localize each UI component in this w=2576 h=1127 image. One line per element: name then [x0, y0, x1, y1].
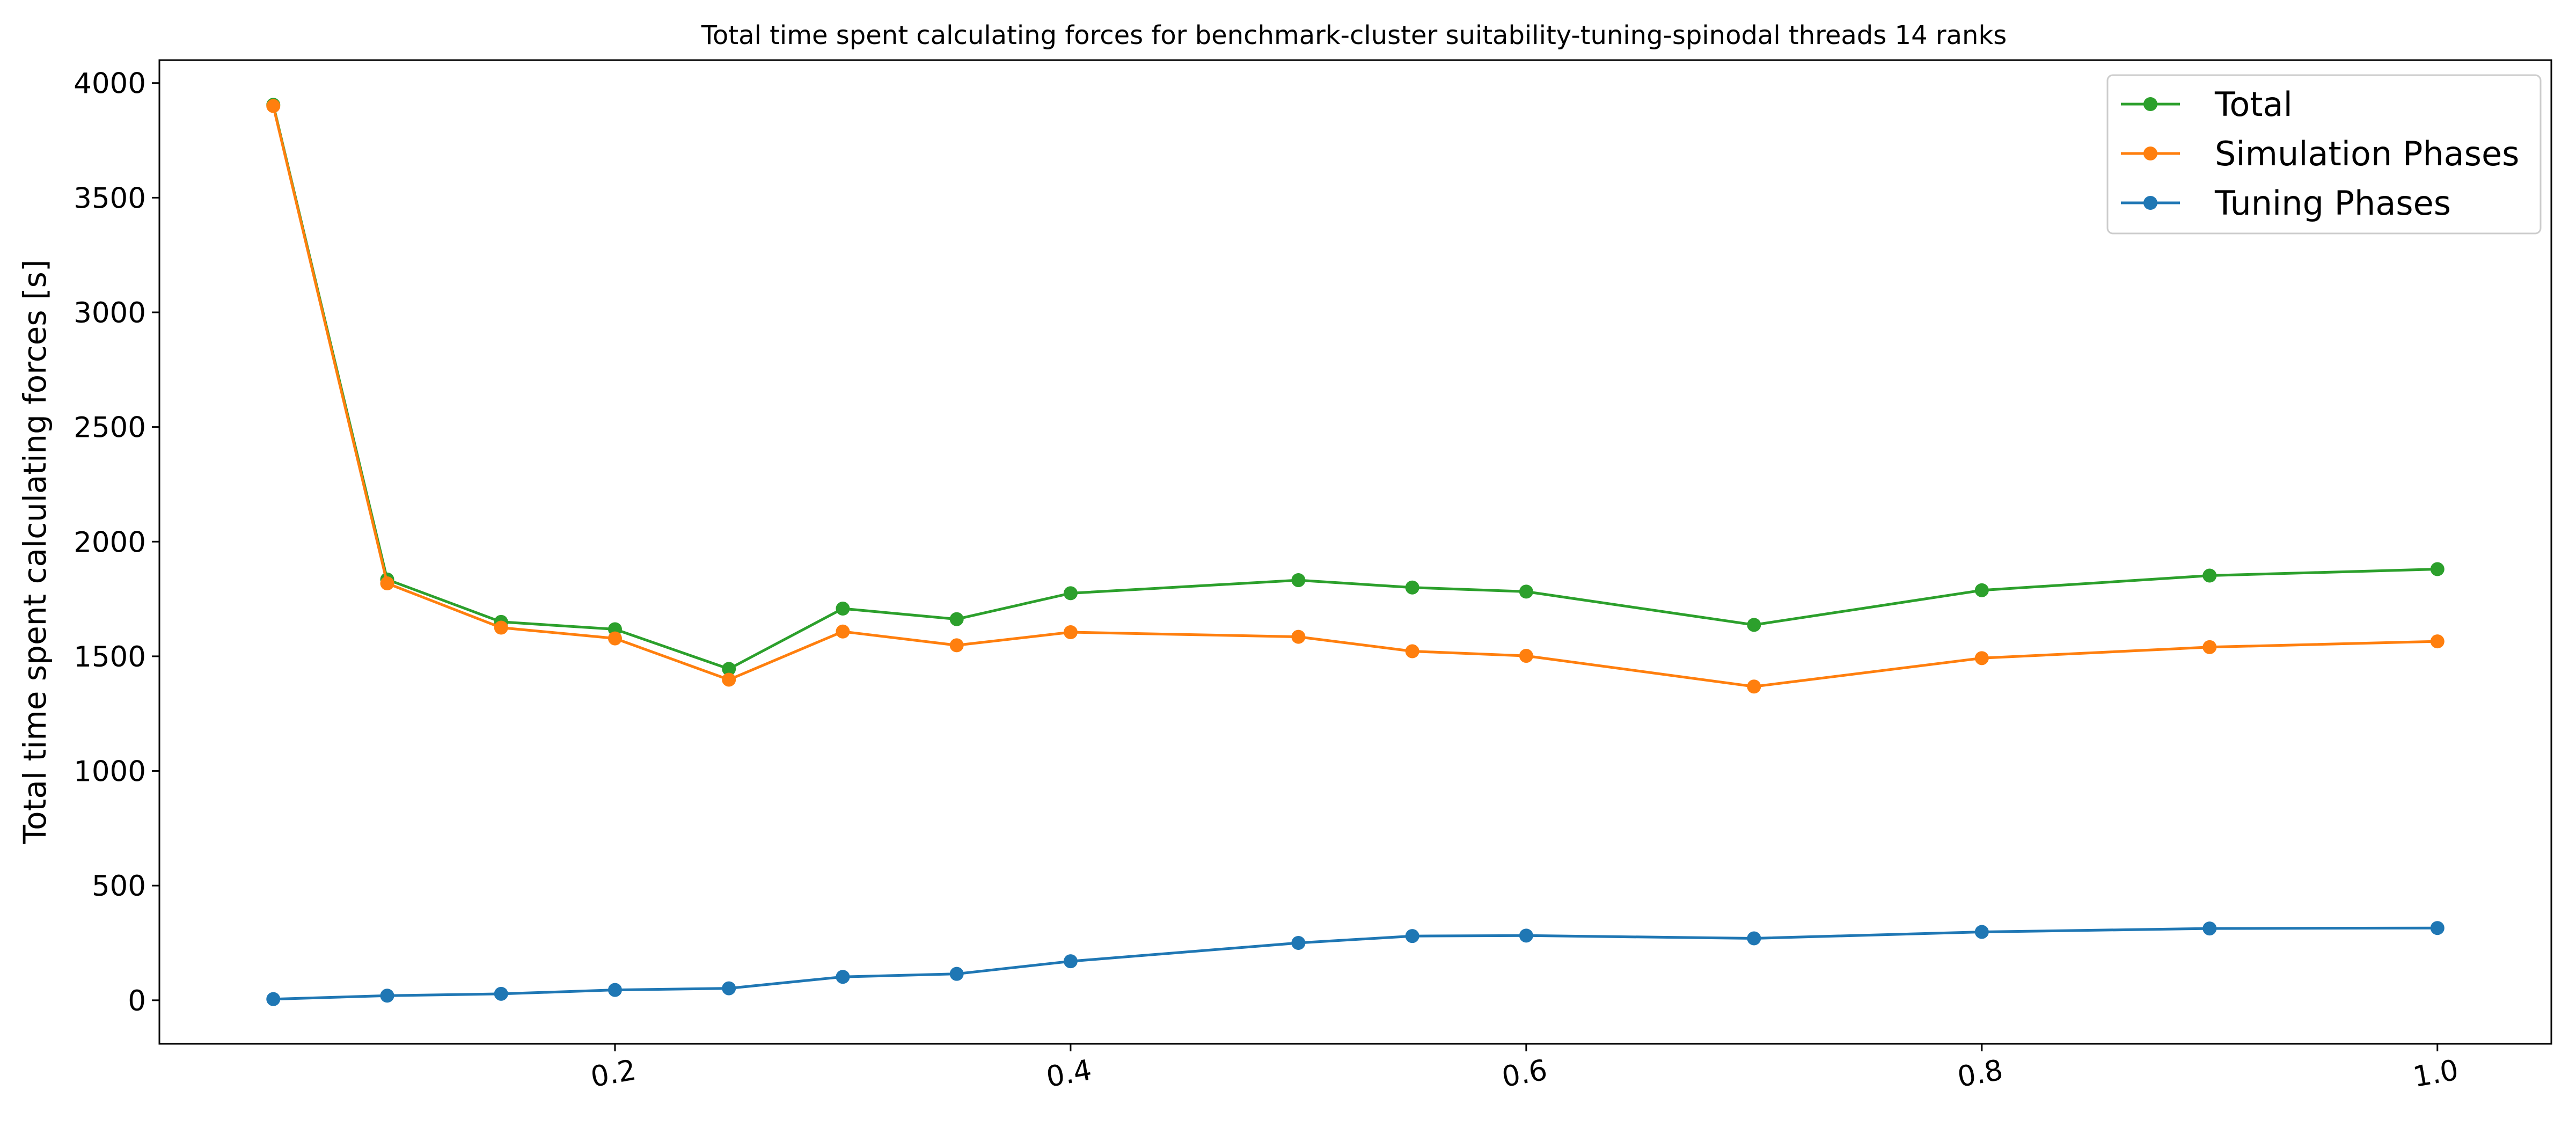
- chart-title: Total time spent calculating forces for …: [701, 20, 2007, 50]
- data-point: [608, 983, 622, 997]
- x-tick-label: 0.8: [1955, 1053, 2006, 1094]
- data-point: [2430, 634, 2445, 649]
- data-point: [1974, 583, 1989, 597]
- data-point: [1291, 630, 1306, 644]
- data-point: [494, 620, 508, 635]
- legend: Total Simulation Phases Tuning Phases: [2106, 74, 2542, 235]
- data-point: [1291, 573, 1306, 588]
- data-point: [949, 967, 964, 981]
- data-point: [266, 99, 281, 113]
- data-point: [2202, 640, 2217, 654]
- legend-box: [2106, 74, 2542, 235]
- data-point: [722, 662, 736, 676]
- series-total: [266, 98, 2445, 676]
- data-point: [2202, 921, 2217, 936]
- data-point: [1063, 625, 1078, 640]
- legend-marker: [2143, 147, 2157, 160]
- series-line: [273, 926, 2438, 1001]
- x-tick-label: 0.6: [1499, 1053, 1550, 1094]
- data-point: [1405, 580, 1419, 595]
- data-point: [1291, 936, 1306, 950]
- series-layer: [266, 98, 2445, 1006]
- y-tick-label: 500: [92, 870, 146, 903]
- y-tick-label: 2500: [74, 412, 146, 444]
- y-tick-label: 0: [128, 985, 146, 1018]
- data-point: [722, 981, 736, 996]
- x-tick-label: 0.2: [588, 1053, 639, 1094]
- data-point: [494, 986, 508, 1001]
- data-point: [608, 631, 622, 646]
- data-point: [2430, 921, 2445, 935]
- legend-label: Tuning Phases: [2214, 184, 2451, 223]
- y-tick-label: 3000: [74, 297, 146, 330]
- y-tick-label: 2000: [74, 526, 146, 559]
- plot-area: [158, 59, 2552, 1045]
- y-axis: 0 500 1000 1500 2000 2500 3000 3500 4000: [74, 68, 159, 1018]
- data-point: [1974, 925, 1989, 939]
- y-axis-title: Total time spent calculating forces [s]: [17, 260, 53, 845]
- data-point: [1974, 651, 1989, 665]
- data-point: [836, 602, 850, 616]
- data-point: [1063, 954, 1078, 969]
- data-point: [1063, 586, 1078, 601]
- legend-item: Simulation Phases: [2121, 134, 2519, 173]
- y-tick-label: 4000: [74, 68, 146, 100]
- data-point: [949, 612, 964, 626]
- plot-frame: [158, 59, 2552, 1045]
- legend-marker: [2143, 97, 2157, 111]
- legend-label: Simulation Phases: [2215, 134, 2519, 173]
- data-point: [266, 992, 281, 1006]
- legend-item: Total: [2121, 85, 2293, 124]
- data-point: [722, 672, 736, 687]
- y-tick-label: 1500: [74, 641, 146, 674]
- data-point: [1747, 618, 1761, 632]
- data-point: [380, 989, 394, 1003]
- data-point: [380, 576, 394, 591]
- y-tick-label: 3500: [74, 182, 146, 215]
- data-point: [1747, 931, 1761, 946]
- x-tick-label: 1.0: [2411, 1053, 2461, 1094]
- legend-item: Tuning Phases: [2121, 184, 2451, 223]
- data-point: [949, 638, 964, 653]
- data-point: [1519, 649, 1533, 663]
- series-tuning-phases: [266, 921, 2445, 1006]
- data-point: [1747, 679, 1761, 694]
- x-axis: 0.2 0.4 0.6 0.8 1.0: [588, 1044, 2461, 1094]
- y-tick-label: 1000: [74, 756, 146, 788]
- data-point: [836, 624, 850, 639]
- data-point: [1405, 929, 1419, 943]
- data-point: [836, 970, 850, 984]
- data-point: [1519, 928, 1533, 943]
- data-point: [1519, 584, 1533, 599]
- data-point: [2202, 568, 2217, 583]
- data-point: [2430, 562, 2445, 576]
- data-point: [1405, 644, 1419, 658]
- legend-marker: [2143, 196, 2157, 210]
- x-tick-label: 0.4: [1044, 1053, 1094, 1094]
- legend-label: Total: [2214, 85, 2293, 124]
- series-simulation-phases: [266, 99, 2445, 694]
